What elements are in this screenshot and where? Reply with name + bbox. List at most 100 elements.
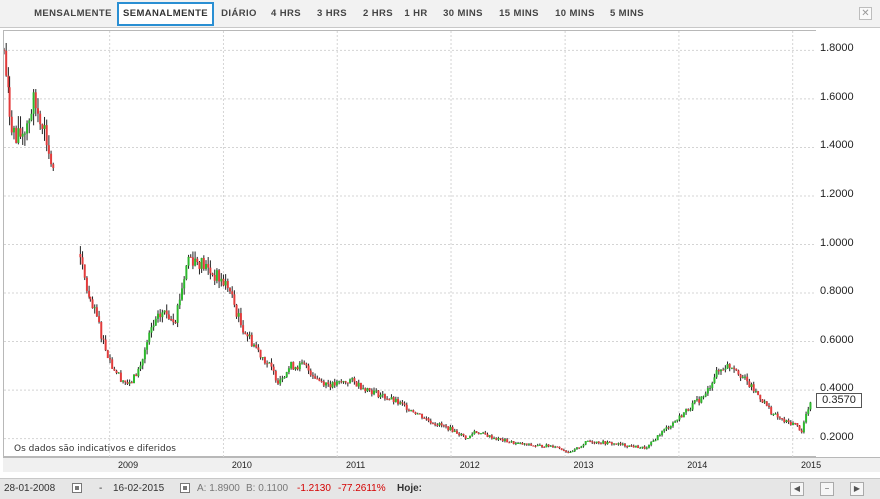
candle-body <box>709 388 712 390</box>
candle-body <box>28 120 31 124</box>
candle-body <box>656 435 659 441</box>
x-tick-label: 2013 <box>573 460 594 470</box>
candle-body <box>187 256 190 266</box>
candle-body <box>626 446 629 448</box>
candle-body <box>700 396 703 403</box>
candle-body <box>159 313 162 318</box>
candle-body <box>517 442 520 444</box>
candle-body <box>634 445 637 448</box>
tab-1-hr[interactable]: 1 HR <box>404 8 428 19</box>
price-chart-area[interactable] <box>3 30 817 458</box>
tab-5-mins[interactable]: 5 MINS <box>609 8 645 19</box>
candle-body <box>338 381 341 383</box>
tab-diario[interactable]: DIÁRIO <box>221 8 257 19</box>
close-icon[interactable]: ✕ <box>859 7 872 20</box>
candle-body <box>802 422 805 433</box>
candle-body <box>10 116 13 133</box>
candle-body <box>490 435 493 439</box>
candle-body <box>139 365 142 369</box>
candle-body <box>248 334 251 337</box>
candle-body <box>91 299 94 309</box>
y-tick-label: 0.2000 <box>820 430 854 443</box>
candle-body <box>41 124 44 129</box>
candle-body <box>554 446 557 448</box>
candle-body <box>776 413 779 418</box>
end-calendar-icon[interactable] <box>180 483 190 493</box>
candle-body <box>283 376 286 379</box>
candle-body <box>595 441 598 443</box>
start-date[interactable]: 28-01-2008 <box>4 483 56 494</box>
candle-body <box>562 449 565 451</box>
candle-body <box>440 423 443 426</box>
candle-body <box>81 257 84 265</box>
zoom-out-icon[interactable]: − <box>820 482 834 496</box>
candle-body <box>641 446 644 448</box>
candle-body <box>610 442 613 445</box>
candle-body <box>45 125 48 146</box>
candle-body <box>263 357 266 364</box>
tab-3-hrs[interactable]: 3 HRS <box>317 8 347 19</box>
y-tick-label: 0.8000 <box>820 285 854 298</box>
candle-body <box>418 413 421 415</box>
end-date[interactable]: 16-02-2015 <box>113 483 165 494</box>
candle-body <box>650 441 653 445</box>
candle-body <box>85 277 88 291</box>
candle-body <box>652 440 655 442</box>
tab-4-hrs[interactable]: 4 HRS <box>271 8 301 19</box>
candle-body <box>754 391 757 393</box>
scroll-right-icon[interactable]: ▶ <box>850 482 864 496</box>
candle-body <box>558 446 561 449</box>
candle-body <box>752 384 755 392</box>
candle-body <box>305 363 308 366</box>
candle-body <box>719 369 722 372</box>
candle-body <box>532 445 535 447</box>
candlestick-chart <box>4 31 817 458</box>
candle-body <box>250 334 253 347</box>
candle-body <box>412 410 415 413</box>
candle-body <box>381 394 384 396</box>
candle-body <box>104 339 107 351</box>
candle-body <box>794 422 797 424</box>
tab-2-hrs[interactable]: 2 HRS <box>363 8 393 19</box>
candle-body <box>606 441 609 445</box>
candle-body <box>137 368 140 377</box>
candle-body <box>191 257 194 266</box>
candle-body <box>438 423 441 426</box>
candle-body <box>370 390 373 395</box>
candle-body <box>593 442 596 444</box>
tab-15-mins[interactable]: 15 MINS <box>499 8 539 19</box>
tab-10-mins[interactable]: 10 MINS <box>555 8 595 19</box>
candle-body <box>436 424 439 426</box>
tab-mensalmente[interactable]: MENSALMENTE <box>34 8 112 19</box>
candle-body <box>796 423 799 426</box>
candle-body <box>287 368 290 373</box>
candle-body <box>730 367 733 369</box>
price-axis: 1.8000 1.6000 1.4000 1.2000 1.0000 0.8000 0.60… <box>816 30 880 457</box>
candle-body <box>21 133 24 137</box>
candle-body <box>549 445 552 447</box>
candle-body <box>765 401 768 406</box>
tab-30-mins[interactable]: 30 MINS <box>443 8 483 19</box>
candle-body <box>621 443 624 445</box>
candle-body <box>767 405 770 408</box>
candle-body <box>102 338 105 340</box>
candle-body <box>401 402 404 404</box>
candle-body <box>259 349 262 358</box>
candle-body <box>220 278 223 282</box>
candle-body <box>781 418 784 420</box>
tab-semanalmente[interactable]: SEMANALMENTE <box>117 2 214 26</box>
candle-body <box>571 451 574 453</box>
candle-body <box>309 370 312 376</box>
candle-body <box>508 442 511 444</box>
candle-body <box>161 312 164 318</box>
candle-body <box>453 430 456 432</box>
candle-body <box>584 441 587 445</box>
candle-body <box>669 425 672 429</box>
scroll-left-icon[interactable]: ◀ <box>790 482 804 496</box>
candle-body <box>117 372 120 374</box>
candle-body <box>807 409 810 414</box>
x-tick-label: 2009 <box>118 460 139 470</box>
candle-body <box>346 382 349 384</box>
candle-body <box>200 258 203 269</box>
start-calendar-icon[interactable] <box>72 483 82 493</box>
